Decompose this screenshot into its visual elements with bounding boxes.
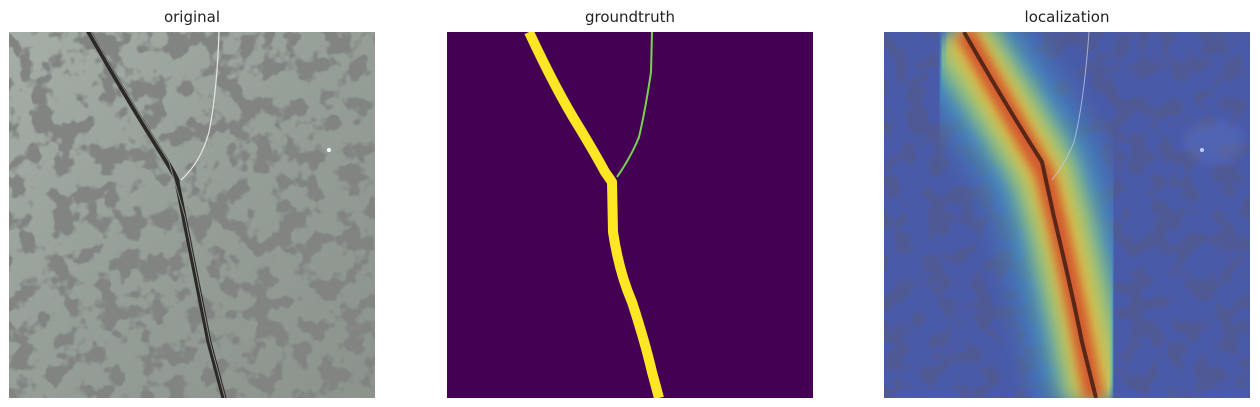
panel-title-original: original: [163, 8, 221, 26]
groundtruth-mask: [447, 32, 813, 398]
localization-heatmap: [884, 32, 1250, 398]
panel-original: original: [9, 0, 375, 407]
panel-localization: localization: [884, 0, 1250, 407]
panel-title-groundtruth: groundtruth: [584, 8, 675, 26]
original-image: [9, 32, 375, 398]
panel-groundtruth: groundtruth: [447, 0, 813, 407]
panel-title-localization: localization: [1024, 8, 1110, 26]
